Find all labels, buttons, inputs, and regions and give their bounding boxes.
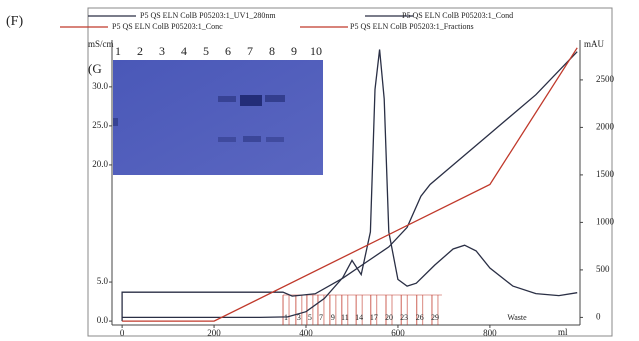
- gel-band: [243, 136, 261, 142]
- fraction-label: 26: [416, 313, 424, 322]
- y-tick-label: 25.0: [92, 120, 108, 130]
- y-tick-label: 0.0: [97, 315, 109, 325]
- legend-label: P5 QS ELN ColB P05203:1_Conc: [112, 22, 223, 31]
- legend-label: P5 QS ELN ColB P05203:1_UV1_280nm: [140, 11, 276, 20]
- gel-lane-label: 3: [159, 44, 165, 58]
- x-tick-label: 800: [483, 328, 497, 338]
- y2-axis-label: mAU: [584, 39, 605, 49]
- y2-tick-label: 1000: [596, 216, 615, 226]
- gel-lane-label: 8: [269, 44, 275, 58]
- y2-tick-label: 500: [596, 264, 610, 274]
- gel-band: [218, 137, 236, 142]
- x-tick-label: 600: [391, 328, 405, 338]
- y-tick-label: 5.0: [97, 276, 109, 286]
- gel-band: [113, 118, 118, 126]
- panel-label: (F): [6, 14, 23, 29]
- fraction-label: 14: [355, 313, 363, 322]
- gel-band: [266, 137, 284, 142]
- x-axis-label: ml: [558, 327, 568, 337]
- gel-lane-label: 7: [247, 44, 253, 58]
- fraction-label: 7: [319, 313, 323, 322]
- gel-band: [240, 95, 262, 106]
- gel-lane-label: 9: [291, 44, 297, 58]
- gel-lane-label: 1: [115, 44, 121, 58]
- y2-tick-label: 1500: [596, 169, 615, 179]
- chart: (F) mS/cm mAU ml 0.0 5.0 20.0 25.0 30.0 0 500 1000…: [0, 0, 639, 341]
- gel-lane-label: 10: [310, 44, 322, 58]
- legend-label: P5 QS ELN ColB P05203:1_Cond: [402, 11, 513, 20]
- y-tick-label: 30.0: [92, 81, 108, 91]
- y2-tick-label: 2000: [596, 121, 615, 131]
- gel-lane-label: 5: [203, 44, 209, 58]
- y-axis-label: mS/cm: [88, 39, 114, 49]
- gel-panel-label: (G: [88, 61, 102, 76]
- fraction-label: 11: [341, 313, 349, 322]
- y-tick-label: 20.0: [92, 159, 108, 169]
- gel-lane-label: 6: [225, 44, 231, 58]
- gel-lane-label: 2: [137, 44, 143, 58]
- gel-band: [218, 96, 236, 102]
- gel-inset: (G 1 2 3 4 5 6 7 8 9 10: [88, 44, 323, 175]
- fraction-label: 9: [331, 313, 335, 322]
- x-tick-label: 0: [120, 328, 125, 338]
- fraction-label: 23: [400, 313, 408, 322]
- fraction-label: 29: [431, 313, 439, 322]
- fraction-label: 20: [385, 313, 393, 322]
- gel-band: [265, 95, 285, 102]
- y2-tick-label: 0: [596, 311, 601, 321]
- x-tick-label: 200: [207, 328, 221, 338]
- fraction-waste-label: Waste: [507, 313, 527, 322]
- legend-label: P5 QS ELN ColB P05203:1_Fractions: [350, 22, 474, 31]
- fraction-label: 5: [308, 313, 312, 322]
- y2-tick-label: 2500: [596, 74, 615, 84]
- gel-lane-label: 4: [181, 44, 187, 58]
- fraction-label: 17: [370, 313, 378, 322]
- gel-image: [113, 60, 323, 175]
- x-tick-label: 400: [299, 328, 313, 338]
